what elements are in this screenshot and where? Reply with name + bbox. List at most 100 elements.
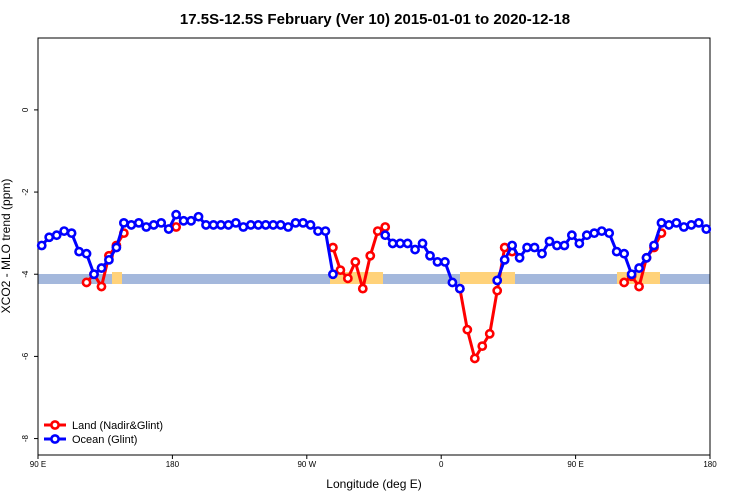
data-point — [141, 222, 152, 232]
data-point — [387, 238, 398, 249]
data-point — [402, 238, 413, 249]
data-point — [686, 220, 697, 230]
data-point — [156, 217, 167, 228]
y-tick-label: -6 — [21, 352, 30, 360]
data-point — [469, 353, 480, 364]
data-point — [283, 222, 294, 232]
data-point — [380, 222, 391, 232]
data-point — [350, 257, 361, 267]
data-point — [171, 209, 182, 220]
data-point — [492, 275, 503, 286]
data-point — [290, 217, 301, 228]
data-point — [208, 220, 219, 230]
data-point — [305, 220, 316, 230]
data-point — [499, 254, 510, 265]
data-point — [238, 222, 249, 232]
data-point — [634, 281, 644, 292]
data-point — [81, 248, 92, 259]
data-point — [626, 269, 637, 280]
data-point — [477, 341, 488, 352]
y-axis-label: XCO2 - MLO trend (ppm) — [0, 179, 13, 314]
data-point — [253, 220, 264, 230]
data-point — [664, 220, 674, 230]
x-tick-label: 180 — [166, 460, 180, 469]
data-point — [342, 273, 353, 284]
data-point — [163, 224, 174, 234]
data-point — [380, 230, 391, 241]
data-point — [335, 265, 346, 276]
x-tick-label: 180 — [703, 460, 717, 469]
data-point — [74, 246, 84, 257]
data-point — [118, 217, 129, 228]
data-point — [589, 228, 600, 239]
data-point — [36, 240, 47, 251]
data-point — [148, 220, 159, 230]
data-point — [611, 246, 622, 257]
data-point — [604, 228, 615, 239]
data-point — [678, 222, 689, 232]
data-point — [201, 220, 211, 230]
data-point — [372, 226, 383, 236]
data-point — [111, 242, 122, 253]
data-point — [268, 220, 279, 230]
data-point — [507, 240, 518, 251]
data-point — [96, 263, 107, 273]
data-point — [492, 285, 503, 296]
data-point — [537, 248, 547, 259]
data-point — [641, 252, 652, 263]
legend-label: Land (Nadir&Glint) — [72, 420, 163, 432]
legend-marker — [50, 434, 60, 444]
data-point — [193, 211, 204, 222]
x-tick-label: 90 W — [297, 460, 316, 469]
data-point — [298, 217, 308, 228]
data-point — [514, 252, 525, 263]
y-tick-label: -2 — [21, 188, 30, 196]
x-tick-label: 90 E — [30, 460, 46, 469]
data-point — [619, 248, 630, 259]
data-point — [634, 263, 644, 273]
y-tick-label: -8 — [21, 434, 30, 442]
data-point — [313, 226, 323, 236]
data-point — [656, 217, 667, 228]
y-tick-label: 0 — [21, 107, 30, 112]
data-point — [59, 226, 70, 236]
data-point — [574, 238, 585, 249]
data-point — [395, 238, 406, 249]
data-point — [230, 217, 241, 228]
data-point — [544, 236, 555, 247]
data-point — [66, 228, 77, 239]
data-point — [365, 250, 376, 261]
series-line — [85, 225, 663, 363]
data-point — [559, 240, 570, 251]
data-point — [566, 230, 577, 241]
data-point — [357, 283, 368, 294]
data-point — [216, 220, 226, 230]
data-point — [484, 328, 495, 339]
data-point — [529, 242, 540, 253]
data-point — [499, 242, 510, 253]
data-point — [596, 226, 607, 236]
data-point — [328, 269, 338, 280]
data-point — [328, 242, 338, 253]
data-point — [425, 250, 435, 261]
legend-marker — [50, 420, 60, 430]
chart-title: 17.5S-12.5S February (Ver 10) 2015-01-01… — [180, 11, 570, 28]
x-tick-label: 0 — [439, 460, 444, 469]
x-tick-label: 90 E — [567, 460, 583, 469]
data-point — [133, 217, 144, 228]
data-point — [104, 254, 114, 265]
data-point — [671, 217, 682, 228]
data-point — [693, 217, 704, 228]
data-point — [186, 215, 196, 226]
data-point — [701, 224, 712, 234]
data-point — [89, 269, 99, 280]
data-point — [275, 220, 286, 230]
y-tick-label: -4 — [21, 270, 30, 278]
data-point — [81, 277, 92, 288]
data-point — [522, 242, 532, 253]
legend-label: Ocean (Glint) — [72, 434, 137, 446]
data-point — [447, 277, 458, 288]
data-point — [462, 324, 473, 335]
data-point — [223, 220, 234, 230]
